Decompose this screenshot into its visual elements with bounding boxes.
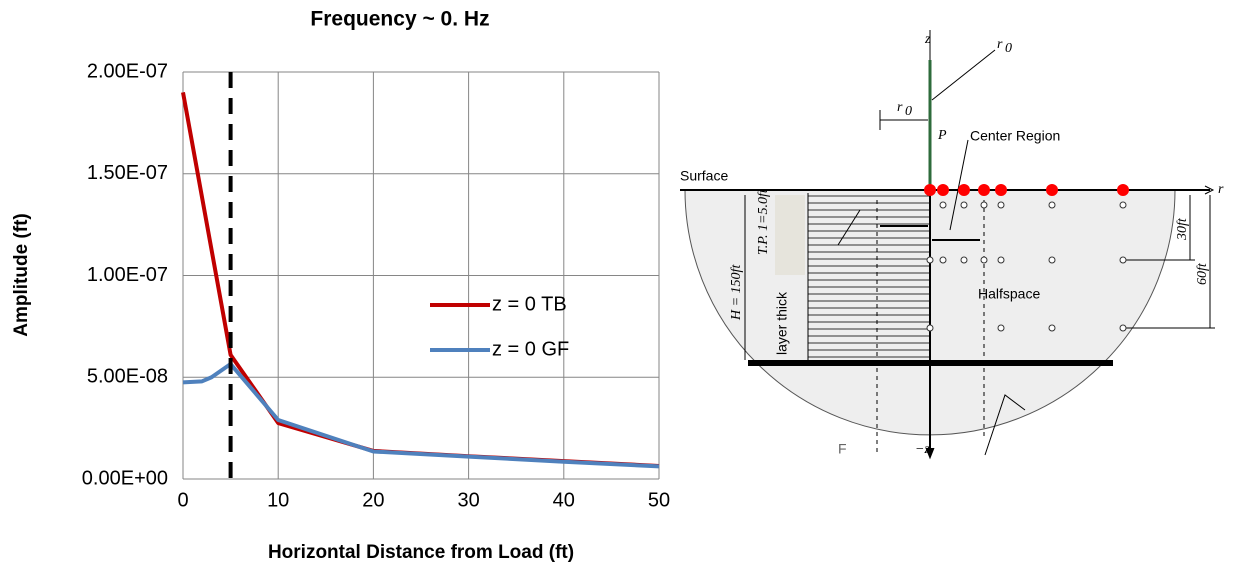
series-line <box>183 92 659 466</box>
label: Center Region <box>970 128 1060 144</box>
load-point <box>1046 184 1058 196</box>
chart: 0 10 20 30 40 50 0.00E+00 5.00E-08 1.00E-07 1.50E… <box>11 8 670 563</box>
x-tick-label: 50 <box>648 489 670 511</box>
load-point <box>995 184 1007 196</box>
label: Halfspace <box>978 286 1040 302</box>
receiver <box>940 257 946 263</box>
y-tick-label: 2.00E-07 <box>87 60 168 82</box>
x-axis-label: Horizontal Distance from Load (ft) <box>268 542 574 563</box>
receiver <box>1049 202 1055 208</box>
y-tick-label: 1.00E-07 <box>87 264 168 286</box>
load-point <box>958 184 970 196</box>
label: z <box>924 32 931 47</box>
tp-box <box>775 195 805 275</box>
chart-title: Frequency ~ 0. Hz <box>310 8 489 31</box>
label: Surface <box>680 168 728 184</box>
receiver <box>998 202 1004 208</box>
label: −z <box>915 442 930 457</box>
r0-arrow <box>932 50 995 100</box>
label: 0 <box>1005 41 1012 56</box>
receiver <box>940 202 946 208</box>
receiver <box>1049 325 1055 331</box>
receiver <box>927 257 933 263</box>
legend-label: z = 0 GF <box>492 338 569 360</box>
label: r <box>997 37 1003 52</box>
page: z r 0 r 0 P Center Region Surface r H = … <box>0 0 1249 575</box>
label: T.P. 1=5.0ft <box>756 188 771 255</box>
receiver <box>981 257 987 263</box>
y-axis-label: Amplitude (ft) <box>11 213 32 336</box>
x-tick-label: 40 <box>553 489 575 511</box>
x-tick-label: 0 <box>177 489 188 511</box>
receiver <box>961 202 967 208</box>
load-point <box>924 184 936 196</box>
label: F <box>838 441 847 457</box>
receiver <box>927 325 933 331</box>
label: H = 150ft <box>729 264 744 321</box>
x-tick-label: 30 <box>457 489 479 511</box>
load-point <box>978 184 990 196</box>
load-point <box>1117 184 1129 196</box>
legend-label: z = 0 TB <box>492 293 567 315</box>
series-line <box>183 364 659 466</box>
label: 30ft <box>1175 217 1190 241</box>
label: layer thick <box>774 291 790 355</box>
receiver <box>998 325 1004 331</box>
label: 0 <box>905 104 912 119</box>
label: P <box>937 128 947 143</box>
x-tick-label: 20 <box>362 489 384 511</box>
y-tick-label: 1.50E-07 <box>87 162 168 184</box>
y-tick-label: 5.00E-08 <box>87 366 168 388</box>
y-tick-label: 0.00E+00 <box>82 467 168 489</box>
receiver <box>1120 325 1126 331</box>
x-tick-label: 10 <box>267 489 289 511</box>
receiver <box>961 257 967 263</box>
receiver <box>1049 257 1055 263</box>
receiver <box>998 257 1004 263</box>
label: 60ft <box>1195 262 1210 285</box>
label: r <box>1218 182 1224 197</box>
label: r <box>897 100 903 115</box>
receiver <box>1120 257 1126 263</box>
receiver <box>981 202 987 208</box>
load-point <box>937 184 949 196</box>
receiver <box>1120 202 1126 208</box>
